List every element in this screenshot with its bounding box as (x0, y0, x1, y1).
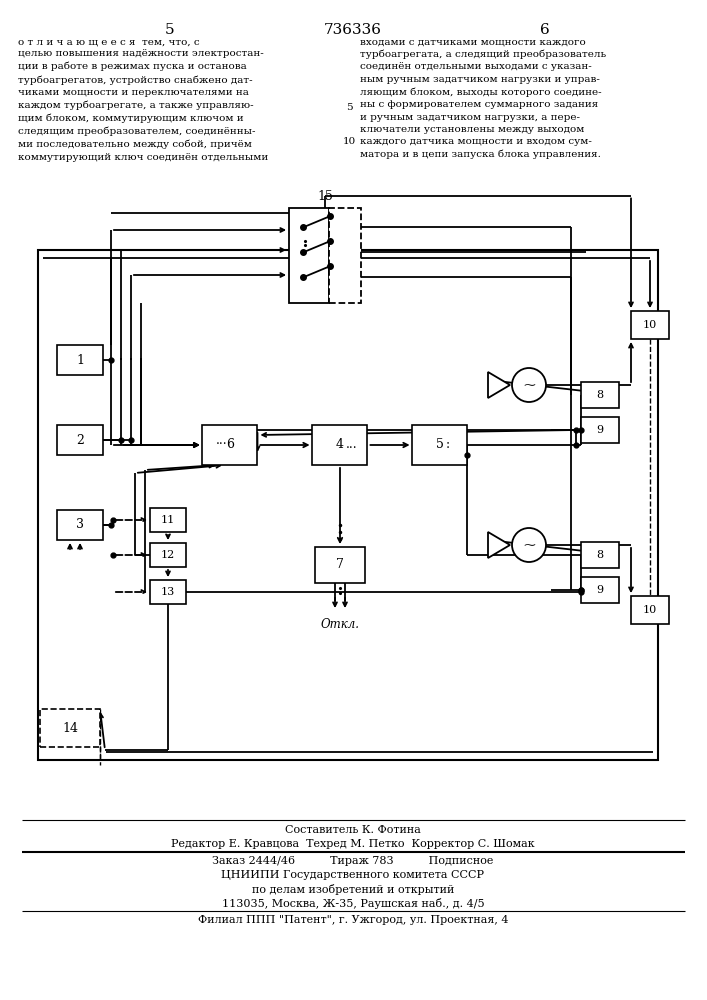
Circle shape (512, 528, 546, 562)
Bar (150, 508, 186, 532)
Text: 10: 10 (342, 137, 356, 146)
Bar (57, 425, 103, 455)
Bar (631, 311, 669, 339)
Text: 9: 9 (597, 425, 604, 435)
Text: 8: 8 (597, 550, 604, 560)
Text: 736336: 736336 (324, 23, 382, 37)
Text: 7: 7 (336, 558, 344, 572)
Text: ЦНИИПИ Государственного комитета СССР: ЦНИИПИ Государственного комитета СССР (221, 870, 484, 880)
Text: 4: 4 (336, 438, 344, 452)
Bar (202, 425, 257, 465)
Bar (40, 709, 100, 747)
Text: 10: 10 (643, 320, 657, 330)
Text: 2: 2 (76, 434, 84, 446)
Text: 14: 14 (62, 722, 78, 734)
Circle shape (512, 368, 546, 402)
Polygon shape (488, 532, 510, 558)
Text: 1: 1 (76, 354, 84, 366)
Text: 8: 8 (597, 390, 604, 400)
Bar (57, 510, 103, 540)
Bar (581, 542, 619, 568)
Text: 10: 10 (643, 605, 657, 615)
Text: ~: ~ (522, 536, 536, 554)
Text: 6: 6 (226, 438, 234, 452)
Bar (581, 382, 619, 408)
Bar (329, 208, 361, 302)
Text: 5: 5 (165, 23, 175, 37)
Text: ...: ... (216, 434, 228, 446)
Text: ...: ... (346, 438, 358, 452)
Bar (57, 345, 103, 375)
Text: 5: 5 (436, 438, 444, 452)
Text: Филиал ППП "Патент", г. Ужгород, ул. Проектная, 4: Филиал ППП "Патент", г. Ужгород, ул. Про… (198, 915, 508, 925)
Bar (412, 425, 467, 465)
Text: 6: 6 (540, 23, 550, 37)
Bar (150, 580, 186, 604)
Text: Составитель К. Фотина: Составитель К. Фотина (285, 825, 421, 835)
Text: ~: ~ (522, 376, 536, 393)
Text: Откл.: Откл. (320, 618, 359, 631)
Text: :: : (446, 438, 450, 452)
Text: по делам изобретений и открытий: по делам изобретений и открытий (252, 884, 454, 895)
Text: 5: 5 (346, 104, 352, 112)
Bar (312, 425, 368, 465)
Text: о т л и ч а ю щ е е с я  тем, что, с
целью повышения надёжности электростан-
ции: о т л и ч а ю щ е е с я тем, что, с цель… (18, 37, 268, 162)
Text: 13: 13 (161, 587, 175, 597)
Bar (38, 250, 658, 760)
Text: 113035, Москва, Ж-35, Раушская наб., д. 4/5: 113035, Москва, Ж-35, Раушская наб., д. … (222, 898, 484, 909)
Text: 11: 11 (161, 515, 175, 525)
Text: Заказ 2444/46          Тираж 783          Подписное: Заказ 2444/46 Тираж 783 Подписное (212, 856, 493, 866)
Text: 15: 15 (317, 190, 333, 202)
Text: 9: 9 (597, 585, 604, 595)
Bar (315, 547, 365, 583)
Text: входами с датчиками мощности каждого
турбоагрегата, а следящий преобразователь
с: входами с датчиками мощности каждого тур… (360, 37, 606, 159)
Bar (581, 577, 619, 603)
Bar (631, 596, 669, 624)
Polygon shape (488, 372, 510, 398)
Bar (289, 208, 329, 302)
Text: Редактор Е. Кравцова  Техред М. Петко  Корректор С. Шомак: Редактор Е. Кравцова Техред М. Петко Кор… (171, 839, 534, 849)
Text: 3: 3 (76, 518, 84, 532)
Bar (150, 543, 186, 567)
Bar (581, 417, 619, 443)
Text: 12: 12 (161, 550, 175, 560)
